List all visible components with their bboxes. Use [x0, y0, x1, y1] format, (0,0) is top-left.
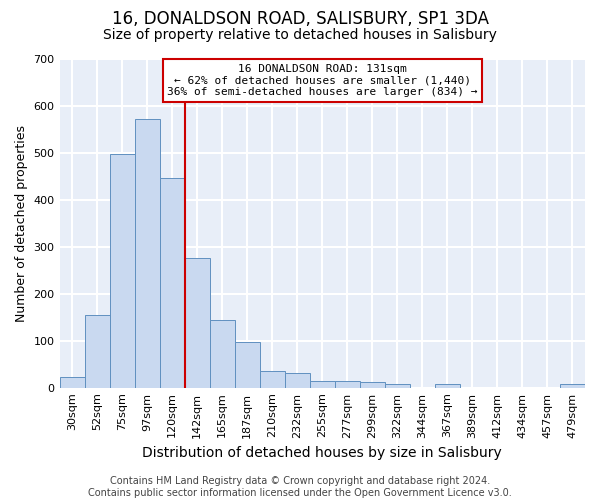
Bar: [85, 315, 110, 388]
Bar: [360, 382, 385, 388]
Bar: [560, 384, 585, 388]
Text: Size of property relative to detached houses in Salisbury: Size of property relative to detached ho…: [103, 28, 497, 42]
Bar: [59, 378, 85, 388]
Bar: [435, 384, 460, 388]
Text: 16, DONALDSON ROAD, SALISBURY, SP1 3DA: 16, DONALDSON ROAD, SALISBURY, SP1 3DA: [112, 10, 488, 28]
Bar: [160, 178, 185, 388]
Text: Contains HM Land Registry data © Crown copyright and database right 2024.
Contai: Contains HM Land Registry data © Crown c…: [88, 476, 512, 498]
Bar: [235, 342, 260, 388]
Bar: [260, 371, 285, 388]
Bar: [335, 380, 360, 388]
Y-axis label: Number of detached properties: Number of detached properties: [15, 125, 28, 322]
Bar: [185, 258, 209, 388]
Text: 16 DONALDSON ROAD: 131sqm
← 62% of detached houses are smaller (1,440)
36% of se: 16 DONALDSON ROAD: 131sqm ← 62% of detac…: [167, 64, 478, 97]
X-axis label: Distribution of detached houses by size in Salisbury: Distribution of detached houses by size …: [142, 446, 502, 460]
Bar: [285, 372, 310, 388]
Bar: [134, 118, 160, 388]
Bar: [209, 320, 235, 388]
Bar: [310, 380, 335, 388]
Bar: [110, 154, 134, 388]
Bar: [385, 384, 410, 388]
